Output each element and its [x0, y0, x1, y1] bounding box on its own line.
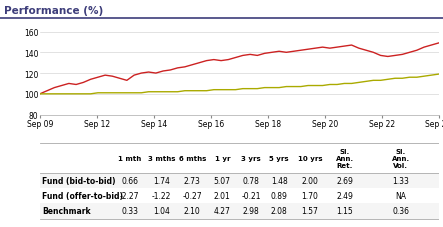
Text: 1.57: 1.57: [302, 207, 319, 215]
Text: 2.10: 2.10: [184, 207, 201, 215]
Text: 2.08: 2.08: [271, 207, 288, 215]
FancyBboxPatch shape: [237, 188, 265, 203]
Text: 5.07: 5.07: [214, 176, 231, 185]
Text: 2.73: 2.73: [184, 176, 201, 185]
FancyBboxPatch shape: [145, 203, 177, 219]
FancyBboxPatch shape: [327, 188, 363, 203]
Text: 0.36: 0.36: [392, 207, 409, 215]
Text: Fund (offer-to-bid): Fund (offer-to-bid): [42, 191, 123, 200]
FancyBboxPatch shape: [237, 203, 265, 219]
Text: 1 yr: 1 yr: [214, 155, 230, 161]
Text: 1.04: 1.04: [153, 207, 170, 215]
Text: 0.89: 0.89: [271, 191, 288, 200]
FancyBboxPatch shape: [40, 203, 113, 219]
FancyBboxPatch shape: [265, 203, 293, 219]
Text: 1.15: 1.15: [337, 207, 353, 215]
Text: 5 yrs: 5 yrs: [269, 155, 289, 161]
FancyBboxPatch shape: [145, 144, 177, 173]
Text: 6 mths: 6 mths: [179, 155, 206, 161]
Text: -0.21: -0.21: [241, 191, 261, 200]
Text: 3 yrs: 3 yrs: [241, 155, 261, 161]
FancyBboxPatch shape: [363, 173, 439, 188]
FancyBboxPatch shape: [363, 188, 439, 203]
FancyBboxPatch shape: [145, 188, 177, 203]
Text: 2.98: 2.98: [243, 207, 260, 215]
FancyBboxPatch shape: [265, 188, 293, 203]
Text: 0.33: 0.33: [121, 207, 138, 215]
Text: 1.33: 1.33: [392, 176, 409, 185]
Text: Performance (%): Performance (%): [4, 6, 104, 16]
FancyBboxPatch shape: [237, 173, 265, 188]
Text: 1 mth: 1 mth: [118, 155, 141, 161]
Text: 2.00: 2.00: [302, 176, 319, 185]
FancyBboxPatch shape: [327, 144, 363, 173]
Text: 4.27: 4.27: [214, 207, 231, 215]
Text: Sl.
Ann.
Ret.: Sl. Ann. Ret.: [336, 148, 354, 168]
FancyBboxPatch shape: [327, 203, 363, 219]
FancyBboxPatch shape: [293, 173, 327, 188]
FancyBboxPatch shape: [293, 188, 327, 203]
FancyBboxPatch shape: [293, 203, 327, 219]
FancyBboxPatch shape: [177, 203, 207, 219]
Text: Benchmark: Benchmark: [42, 207, 90, 215]
Text: -2.27: -2.27: [120, 191, 140, 200]
FancyBboxPatch shape: [177, 144, 207, 173]
FancyBboxPatch shape: [145, 173, 177, 188]
Text: 1.48: 1.48: [271, 176, 288, 185]
FancyBboxPatch shape: [237, 144, 265, 173]
FancyBboxPatch shape: [363, 203, 439, 219]
FancyBboxPatch shape: [113, 173, 145, 188]
Text: 1.70: 1.70: [302, 191, 319, 200]
FancyBboxPatch shape: [207, 188, 237, 203]
FancyBboxPatch shape: [363, 144, 439, 173]
FancyBboxPatch shape: [207, 203, 237, 219]
FancyBboxPatch shape: [265, 173, 293, 188]
FancyBboxPatch shape: [40, 188, 113, 203]
Text: 3 mths: 3 mths: [148, 155, 175, 161]
FancyBboxPatch shape: [265, 144, 293, 173]
FancyBboxPatch shape: [113, 203, 145, 219]
Text: -0.27: -0.27: [183, 191, 202, 200]
Text: Sl.
Ann.
Vol.: Sl. Ann. Vol.: [392, 148, 410, 168]
FancyBboxPatch shape: [40, 144, 113, 173]
FancyBboxPatch shape: [113, 188, 145, 203]
Text: 2.49: 2.49: [336, 191, 354, 200]
FancyBboxPatch shape: [113, 144, 145, 173]
FancyBboxPatch shape: [177, 188, 207, 203]
FancyBboxPatch shape: [40, 173, 113, 188]
FancyBboxPatch shape: [207, 144, 237, 173]
Text: 2.69: 2.69: [336, 176, 354, 185]
FancyBboxPatch shape: [327, 173, 363, 188]
FancyBboxPatch shape: [207, 173, 237, 188]
Text: NA: NA: [395, 191, 406, 200]
Text: 0.66: 0.66: [121, 176, 138, 185]
Text: 10 yrs: 10 yrs: [298, 155, 323, 161]
Text: 2.01: 2.01: [214, 191, 231, 200]
FancyBboxPatch shape: [177, 173, 207, 188]
Text: Fund (bid-to-bid): Fund (bid-to-bid): [42, 176, 115, 185]
FancyBboxPatch shape: [293, 144, 327, 173]
Text: -1.22: -1.22: [152, 191, 171, 200]
Text: 0.78: 0.78: [243, 176, 260, 185]
Text: 1.74: 1.74: [153, 176, 170, 185]
